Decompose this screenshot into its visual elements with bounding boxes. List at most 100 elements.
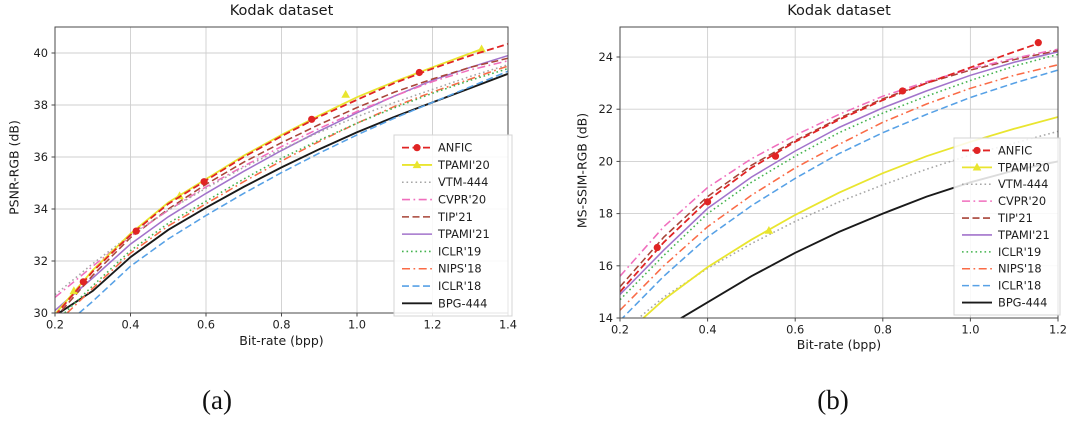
legend-item-bpg-444: BPG-444 xyxy=(962,295,1047,309)
legend-label: ANFIC xyxy=(998,143,1032,157)
msssim-chart-canvas: 0.2 0.4 0.6 0.8 1.0 1.2 14 16 18 20 22 24 ANFIC TPAMI… xyxy=(599,26,1067,337)
msssim-yaxis-label: MS-SSIM-RGB (dB) xyxy=(574,112,590,229)
x-tick-label: 0.8 xyxy=(272,318,290,332)
legend-label: NIPS'18 xyxy=(438,262,482,276)
x-tick-label: 1.2 xyxy=(1049,323,1067,337)
x-tick-label: 0.8 xyxy=(874,323,892,337)
x-tick-label: 1.0 xyxy=(961,323,979,337)
series-cvpr-20-line xyxy=(55,60,508,298)
series-tpami-20-marker xyxy=(972,162,982,171)
x-tick-label: 0.2 xyxy=(46,318,64,332)
series-anfic-marker xyxy=(704,198,712,206)
series-iclr-18-line xyxy=(621,69,1058,318)
series-vtm-444-line xyxy=(55,63,508,296)
series-iclr-19-line xyxy=(63,67,508,313)
psnr-xaxis-label: Bit-rate (bpp) xyxy=(239,333,324,348)
series-nips-18-line xyxy=(620,64,1058,311)
legend-label: BPG-444 xyxy=(998,295,1047,309)
legend-item-tip-21: TIP'21 xyxy=(962,211,1033,225)
x-tick-label: 1.4 xyxy=(499,318,517,332)
y-tick-label: 30 xyxy=(34,306,49,320)
series-anfic-marker xyxy=(200,178,208,186)
legend-item-cvpr-20: CVPR'20 xyxy=(962,194,1046,208)
legend-item-iclr-19: ICLR'19 xyxy=(402,244,481,258)
legend-label: TPAMI'20 xyxy=(437,158,490,172)
series-anfic-line xyxy=(620,41,1041,293)
series-tpami-20-marker xyxy=(764,225,774,234)
series-anfic-marker xyxy=(973,146,981,155)
msssim-chart-title: Kodak dataset xyxy=(787,3,891,19)
legend-label: CVPR'20 xyxy=(998,194,1046,208)
legend-item-iclr-18: ICLR'18 xyxy=(402,279,481,293)
psnr-yaxis-label: PSNR-RGB (dB) xyxy=(6,120,22,215)
y-tick-label: 16 xyxy=(599,259,614,273)
legend-label: ANFIC xyxy=(438,141,472,155)
series-anfic-marker xyxy=(653,243,661,252)
series-tpami-21-line xyxy=(55,54,508,311)
x-tick-label: 1.2 xyxy=(423,318,441,332)
legend-label: ICLR'19 xyxy=(998,245,1041,259)
x-tick-label: 0.4 xyxy=(121,318,139,332)
x-tick-label: 0.2 xyxy=(611,323,629,337)
legend-item-iclr-18: ICLR'18 xyxy=(962,279,1041,293)
legend-label: TIP'21 xyxy=(437,210,473,224)
legend-item-bpg-444: BPG-444 xyxy=(402,296,487,310)
legend-label: TPAMI'20 xyxy=(997,160,1050,174)
series-tpami-20-marker xyxy=(412,160,422,169)
series-anfic-marker xyxy=(308,115,316,123)
y-tick-label: 20 xyxy=(599,154,614,168)
series-anfic-line xyxy=(56,43,508,313)
legend-item-anfic: ANFIC xyxy=(402,141,472,155)
series-anfic-marker xyxy=(415,68,423,77)
legend-item-tpami-21: TPAMI'21 xyxy=(962,228,1050,242)
legend-label: TPAMI'21 xyxy=(437,227,490,241)
psnr-chart-title: Kodak dataset xyxy=(229,3,334,19)
series-tpami-20-marker xyxy=(477,44,486,53)
series-tip-21-line xyxy=(58,57,508,313)
legend-label: TIP'21 xyxy=(997,211,1033,225)
y-tick-label: 40 xyxy=(34,46,49,60)
y-tick-label: 32 xyxy=(34,254,49,268)
legend-item-vtm-444: VTM-444 xyxy=(962,177,1048,191)
legend-label: BPG-444 xyxy=(438,296,487,310)
series-cvpr-20-line xyxy=(620,48,1058,277)
series-nips-18-line xyxy=(66,65,508,313)
legend-item-tpami-20: TPAMI'20 xyxy=(402,158,490,172)
series-tpami-20-line xyxy=(55,48,482,313)
legend-label: NIPS'18 xyxy=(998,262,1042,276)
series-vtm-444-line xyxy=(637,130,1058,318)
series-tpami-20-line xyxy=(642,116,1058,318)
series-tpami-20-marker xyxy=(341,90,350,98)
x-tick-label: 0.6 xyxy=(786,323,804,337)
x-tick-label: 0.4 xyxy=(699,323,717,337)
series-anfic-marker xyxy=(79,278,87,286)
series-anfic-marker xyxy=(898,87,907,95)
msssim-xaxis-label: Bit-rate (bpp) xyxy=(796,337,882,352)
y-tick-label: 34 xyxy=(34,202,49,216)
legend-item-tpami-21: TPAMI'21 xyxy=(402,227,490,241)
y-tick-label: 18 xyxy=(599,207,614,221)
psnr-chart-canvas: 0.2 0.4 0.6 0.8 1.0 1.2 1.4 30 32 34 36 38 40 ANFIC TP… xyxy=(34,26,517,332)
legend-item-nips-18: NIPS'18 xyxy=(402,262,482,276)
y-tick-label: 24 xyxy=(599,50,614,64)
legend-label: CVPR'20 xyxy=(438,192,486,206)
legend-label: ICLR'18 xyxy=(438,279,481,293)
legend-item-cvpr-20: CVPR'20 xyxy=(402,192,486,206)
y-tick-label: 38 xyxy=(34,98,49,112)
series-iclr-18-line xyxy=(78,70,508,313)
series-anfic-marker xyxy=(771,152,780,160)
series-tpami-21-line xyxy=(620,51,1058,296)
legend-item-anfic: ANFIC xyxy=(962,143,1032,157)
legend-item-tpami-20: TPAMI'20 xyxy=(962,160,1050,174)
x-tick-label: 0.6 xyxy=(197,318,215,332)
y-tick-label: 14 xyxy=(599,311,614,325)
legend-label: TPAMI'21 xyxy=(997,228,1050,242)
legend-item-vtm-444: VTM-444 xyxy=(402,175,488,189)
series-anfic-marker xyxy=(413,144,421,152)
series-anfic-marker xyxy=(132,227,140,235)
caption-b: (b) xyxy=(817,385,849,415)
series-anfic-marker xyxy=(1034,39,1042,47)
legend-item-iclr-19: ICLR'19 xyxy=(962,245,1041,259)
legend-item-nips-18: NIPS'18 xyxy=(962,262,1042,276)
